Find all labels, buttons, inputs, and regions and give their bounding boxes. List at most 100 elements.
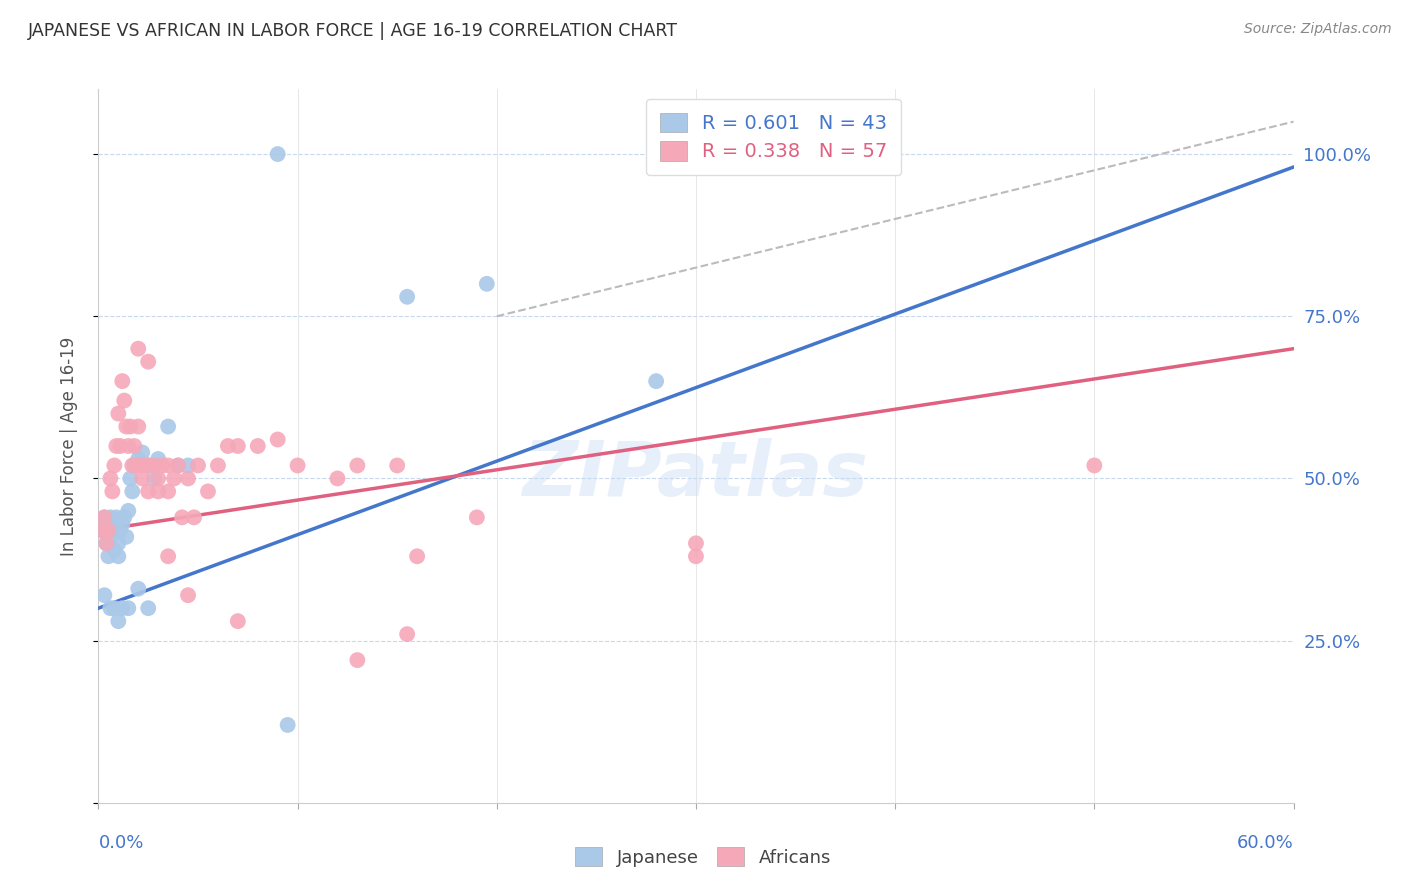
Point <box>131 458 153 473</box>
Point <box>136 458 159 473</box>
Point <box>131 445 153 459</box>
Point <box>167 458 190 473</box>
Point <box>103 542 125 557</box>
Point <box>110 439 132 453</box>
Point <box>143 458 166 473</box>
Point <box>120 471 142 485</box>
Point <box>91 516 114 531</box>
Legend: R = 0.601   N = 43, R = 0.338   N = 57: R = 0.601 N = 43, R = 0.338 N = 57 <box>645 99 901 175</box>
Point <box>287 458 309 473</box>
Point <box>100 510 122 524</box>
Point <box>217 439 239 453</box>
Point <box>115 419 138 434</box>
Point <box>91 524 114 538</box>
Point <box>346 653 368 667</box>
Point <box>117 601 139 615</box>
Point <box>277 718 299 732</box>
Point <box>385 458 409 473</box>
Point <box>267 433 290 447</box>
Point <box>157 458 180 473</box>
Point <box>645 374 668 388</box>
Point <box>101 516 124 531</box>
Point <box>396 290 419 304</box>
Point <box>143 471 166 485</box>
Text: Source: ZipAtlas.com: Source: ZipAtlas.com <box>1244 22 1392 37</box>
Point <box>101 484 124 499</box>
Point <box>148 471 170 485</box>
Point <box>96 536 118 550</box>
Point <box>267 147 290 161</box>
Point <box>112 393 135 408</box>
Point <box>111 516 134 531</box>
Point <box>226 614 249 628</box>
Point <box>1083 458 1105 473</box>
Point <box>183 510 205 524</box>
Point <box>112 510 135 524</box>
Point <box>177 458 200 473</box>
Point <box>177 471 200 485</box>
Point <box>97 524 120 538</box>
Point <box>167 458 190 473</box>
Point <box>124 458 146 473</box>
Point <box>127 582 149 596</box>
Point <box>136 458 159 473</box>
Point <box>246 439 269 453</box>
Point <box>93 588 115 602</box>
Point <box>685 536 707 550</box>
Text: 60.0%: 60.0% <box>1237 834 1294 852</box>
Point <box>136 354 159 368</box>
Point <box>475 277 498 291</box>
Point <box>148 484 170 499</box>
Point <box>121 484 143 499</box>
Point <box>105 510 128 524</box>
Point <box>111 374 134 388</box>
Point <box>157 419 180 434</box>
Point <box>150 458 173 473</box>
Point <box>111 601 134 615</box>
Point <box>136 484 159 499</box>
Point <box>131 471 153 485</box>
Text: 0.0%: 0.0% <box>98 834 143 852</box>
Point <box>89 524 111 538</box>
Point <box>124 439 146 453</box>
Point <box>326 471 349 485</box>
Point <box>117 439 139 453</box>
Y-axis label: In Labor Force | Age 16-19: In Labor Force | Age 16-19 <box>59 336 77 556</box>
Point <box>157 484 180 499</box>
Point <box>396 627 419 641</box>
Text: JAPANESE VS AFRICAN IN LABOR FORCE | AGE 16-19 CORRELATION CHART: JAPANESE VS AFRICAN IN LABOR FORCE | AGE… <box>28 22 678 40</box>
Point <box>96 536 118 550</box>
Point <box>136 601 159 615</box>
Point <box>105 439 128 453</box>
Legend: Japanese, Africans: Japanese, Africans <box>568 840 838 874</box>
Point <box>127 342 149 356</box>
Point <box>172 510 194 524</box>
Point <box>103 458 125 473</box>
Point <box>117 504 139 518</box>
Point <box>121 458 143 473</box>
Point <box>127 452 149 467</box>
Point <box>107 536 129 550</box>
Point <box>226 439 249 453</box>
Point <box>685 549 707 564</box>
Point <box>100 601 122 615</box>
Point <box>197 484 219 499</box>
Point <box>177 588 200 602</box>
Point <box>346 458 368 473</box>
Point <box>103 601 125 615</box>
Point <box>100 530 122 544</box>
Point <box>103 524 125 538</box>
Point <box>148 452 170 467</box>
Point <box>115 530 138 544</box>
Point <box>93 510 115 524</box>
Point <box>107 407 129 421</box>
Point <box>406 549 429 564</box>
Point <box>127 419 149 434</box>
Point <box>110 524 132 538</box>
Point <box>93 510 115 524</box>
Point <box>125 458 148 473</box>
Point <box>107 614 129 628</box>
Point <box>107 549 129 564</box>
Point <box>465 510 488 524</box>
Point <box>120 419 142 434</box>
